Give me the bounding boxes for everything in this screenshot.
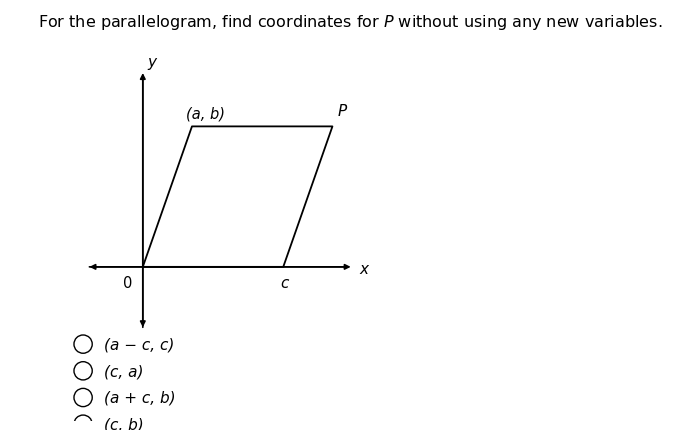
- Text: (a − c, c): (a − c, c): [104, 337, 174, 352]
- Text: For the parallelogram, find coordinates for $P$ without using any new variables.: For the parallelogram, find coordinates …: [38, 13, 662, 32]
- Text: (a, b): (a, b): [186, 107, 225, 122]
- Text: y: y: [148, 55, 157, 70]
- Text: P: P: [338, 104, 347, 119]
- Text: c: c: [281, 276, 289, 291]
- Text: 0: 0: [122, 276, 132, 291]
- Text: (a + c, b): (a + c, b): [104, 390, 176, 405]
- Text: (c, b): (c, b): [104, 417, 144, 430]
- Text: x: x: [359, 261, 368, 276]
- Text: (c, a): (c, a): [104, 363, 144, 378]
